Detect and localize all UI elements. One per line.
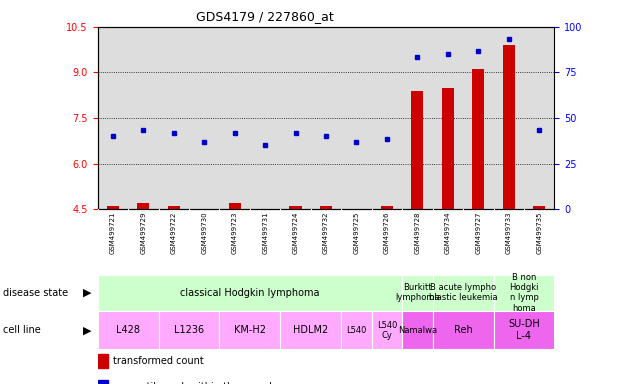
Text: GSM499730: GSM499730 (201, 211, 207, 254)
Text: GSM499723: GSM499723 (232, 211, 238, 254)
Text: GSM499721: GSM499721 (110, 211, 116, 254)
Text: SU-DH
L-4: SU-DH L-4 (508, 319, 540, 341)
Bar (381, 206, 393, 209)
Bar (98, 275, 402, 311)
Text: GSM499724: GSM499724 (292, 211, 299, 253)
Bar (372, 311, 402, 349)
Bar (433, 311, 493, 349)
Bar (168, 206, 180, 209)
Text: GSM499729: GSM499729 (140, 211, 146, 254)
Bar (442, 88, 454, 209)
Text: GSM499722: GSM499722 (171, 211, 177, 253)
Text: percentile rank within the sample: percentile rank within the sample (113, 382, 278, 384)
Bar (402, 311, 433, 349)
Bar (433, 275, 493, 311)
Bar (98, 381, 108, 384)
Text: GDS4179 / 227860_at: GDS4179 / 227860_at (196, 10, 333, 23)
Bar (137, 203, 149, 209)
Text: GSM499732: GSM499732 (323, 211, 329, 254)
Text: B acute lympho
blastic leukemia: B acute lympho blastic leukemia (429, 283, 497, 303)
Text: transformed count: transformed count (113, 356, 203, 366)
Bar (341, 311, 372, 349)
Bar (280, 311, 341, 349)
Text: GSM499728: GSM499728 (415, 211, 420, 254)
Bar (402, 275, 433, 311)
Text: GSM499735: GSM499735 (536, 211, 542, 254)
Bar (411, 91, 423, 209)
Text: Burkitt
lymphoma: Burkitt lymphoma (395, 283, 440, 303)
Bar (259, 209, 271, 215)
Text: disease state: disease state (3, 288, 68, 298)
Bar (493, 311, 554, 349)
Bar (219, 311, 280, 349)
Text: ▶: ▶ (83, 325, 91, 335)
Text: GSM499733: GSM499733 (506, 211, 512, 254)
Text: Reh: Reh (454, 325, 472, 335)
Text: KM-H2: KM-H2 (234, 325, 266, 335)
Text: GSM499725: GSM499725 (353, 211, 360, 253)
Bar (290, 206, 302, 209)
Text: L428: L428 (116, 325, 140, 335)
Text: GSM499731: GSM499731 (262, 211, 268, 254)
Bar (503, 45, 515, 209)
Text: cell line: cell line (3, 325, 41, 335)
Bar (229, 203, 241, 209)
Bar (98, 354, 108, 368)
Text: L540
Cy: L540 Cy (377, 321, 397, 340)
Bar (472, 70, 484, 209)
Bar (98, 311, 159, 349)
Text: GSM499726: GSM499726 (384, 211, 390, 254)
Bar (533, 206, 546, 209)
Text: ▶: ▶ (83, 288, 91, 298)
Text: L1236: L1236 (174, 325, 204, 335)
Text: L540: L540 (346, 326, 367, 335)
Text: B non
Hodgki
n lymp
homa: B non Hodgki n lymp homa (509, 273, 539, 313)
Text: GSM499734: GSM499734 (445, 211, 451, 254)
Text: Namalwa: Namalwa (398, 326, 437, 335)
Bar (320, 206, 332, 209)
Bar (159, 311, 219, 349)
Bar (106, 206, 119, 209)
Text: HDLM2: HDLM2 (293, 325, 328, 335)
Text: GSM499727: GSM499727 (475, 211, 481, 254)
Bar (493, 275, 554, 311)
Text: classical Hodgkin lymphoma: classical Hodgkin lymphoma (180, 288, 319, 298)
